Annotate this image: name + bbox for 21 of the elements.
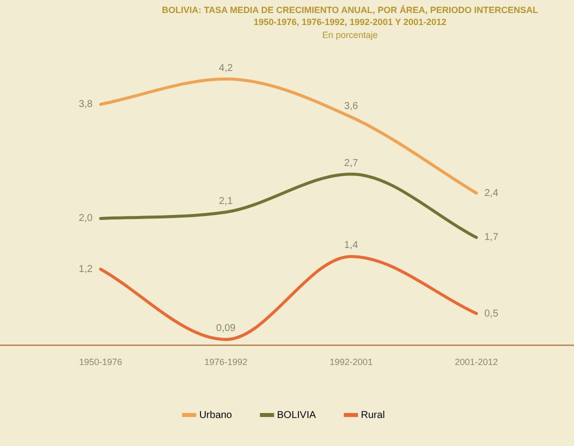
x-tick-label: 1992-2001 [330, 357, 373, 368]
legend-label: Rural [360, 410, 385, 421]
data-label: 1,4 [344, 240, 359, 252]
legend-label: Urbano [199, 410, 232, 421]
data-label: 1,2 [78, 264, 94, 275]
x-tick-label: 1950-1976 [79, 357, 122, 368]
data-label: 3,6 [344, 100, 359, 112]
data-label: 2,1 [218, 196, 234, 207]
chart-subtitle: En porcentaje [321, 30, 379, 40]
data-label: 1,7 [484, 232, 499, 244]
data-label: 4,2 [218, 62, 234, 74]
x-tick-label: 1976-1992 [204, 357, 248, 368]
data-label: 2,7 [344, 158, 359, 169]
data-label: 3,8 [78, 99, 94, 110]
data-label: 0,5 [484, 308, 499, 320]
legend-label: BOLIVIA [277, 410, 316, 421]
data-label: 0,09 [216, 323, 236, 334]
chart-title: BOLIVIA: TASA MEDIA DE CRECIMIENTO ANUAL, POR ÁREA, PERIODO INTERCENSAL 1950-1976, 1976-1992, 1992-2001 Y 2001-2012 [160, 4, 540, 28]
data-label: 2,4 [484, 188, 499, 199]
data-label: 2,0 [78, 213, 94, 224]
x-tick-label: 2001-2012 [454, 357, 498, 368]
